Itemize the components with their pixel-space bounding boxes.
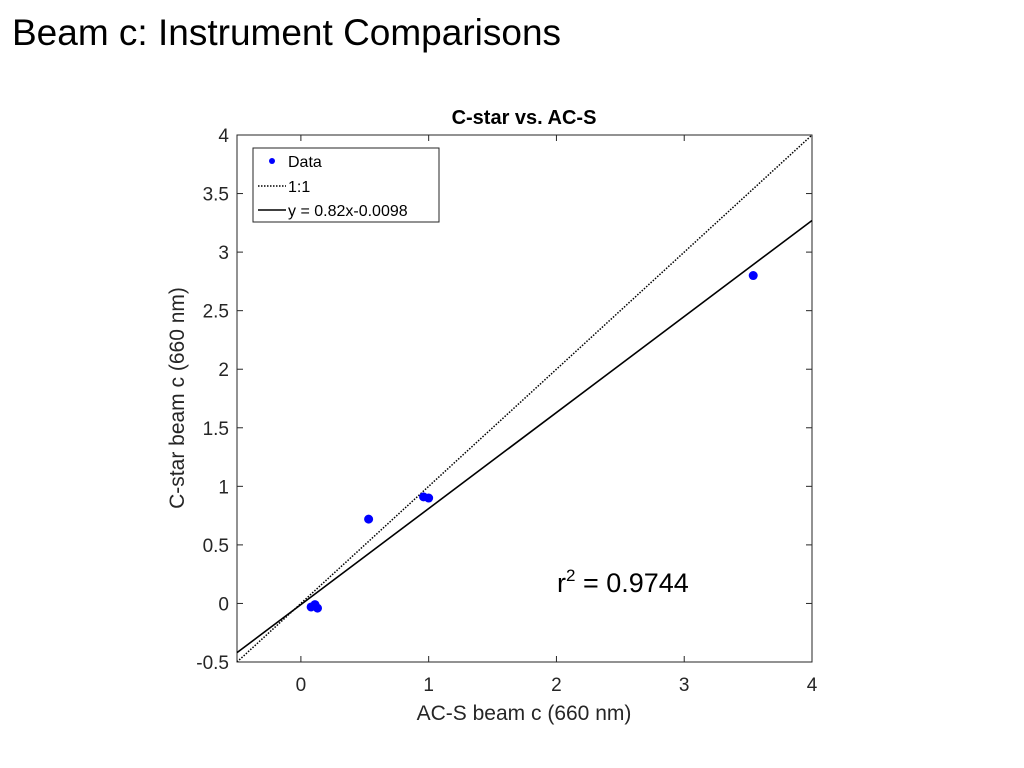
data-point: [748, 271, 758, 281]
x-axis-ticks: 0 1 2 3 4: [296, 135, 818, 696]
r-exponent: 2: [566, 566, 575, 585]
data-point: [313, 603, 322, 613]
legend-label-one-to-one: 1:1: [288, 179, 310, 196]
y-tick-label: 2: [218, 360, 229, 381]
legend-label-fit: y = 0.82x-0.0098: [288, 203, 408, 220]
r-symbol: r: [557, 568, 566, 598]
data-points-layer: [306, 271, 758, 613]
y-tick-label: 3: [218, 243, 229, 264]
one-to-one-line: [236, 134, 813, 663]
x-tick-label: 3: [679, 675, 690, 696]
x-axis-label: AC-S beam c (660 nm): [417, 702, 632, 725]
x-tick-label: 4: [807, 675, 818, 696]
regression-line: [236, 219, 813, 654]
x-tick-label: 2: [551, 675, 562, 696]
chart-title: C-star vs. AC-S: [452, 107, 597, 129]
legend-label-data: Data: [288, 154, 322, 171]
x-tick-label: 1: [423, 675, 434, 696]
y-axis-label: C-star beam c (660 nm): [166, 287, 189, 509]
y-tick-label: -0.5: [196, 653, 229, 674]
r-value: = 0.9744: [575, 568, 688, 598]
y-tick-label: 2.5: [203, 302, 229, 323]
legend-marker-data: [269, 158, 275, 164]
fit-lines-layer: [236, 134, 813, 663]
slide-title: Beam c: Instrument Comparisons: [12, 12, 562, 53]
y-tick-label: 1.5: [203, 419, 229, 440]
y-tick-label: 3.5: [203, 185, 229, 206]
x-tick-label: 0: [296, 675, 307, 696]
y-axis-ticks: -0.5 0 0.5 1 1.5 2 2.5 3 3.5 4: [196, 126, 812, 674]
y-tick-label: 0.5: [203, 536, 229, 557]
data-point: [424, 493, 434, 503]
r-squared-annotation: r2 = 0.9744: [557, 566, 689, 598]
y-tick-label: 0: [218, 594, 229, 615]
y-tick-label: 4: [218, 126, 229, 147]
legend: Data 1:1 y = 0.82x-0.0098: [252, 147, 440, 223]
y-tick-label: 1: [218, 477, 229, 498]
data-point: [364, 514, 374, 524]
